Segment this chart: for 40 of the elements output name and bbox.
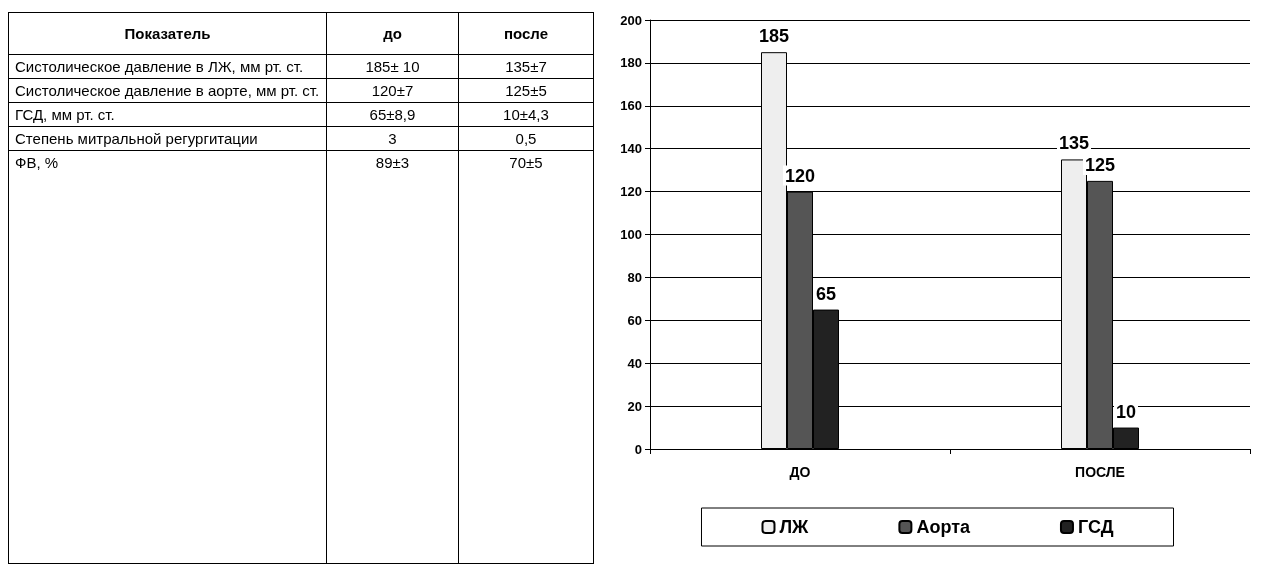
y-tick-label: 20	[627, 398, 642, 414]
data-label: 65	[815, 283, 837, 304]
data-label: 185	[758, 26, 790, 47]
text: после	[458, 12, 594, 55]
y-tick-label: 120	[620, 184, 642, 200]
x-tick-label: ПОСЛЕ	[1075, 464, 1125, 480]
y-tick-label: 200	[620, 12, 642, 28]
text: 120±7	[326, 78, 459, 103]
legend-label: ЛЖ	[779, 517, 810, 537]
text: Показатель	[8, 12, 327, 55]
text: 135±7	[458, 54, 594, 79]
y-tick-label: 160	[620, 98, 642, 114]
text: ГСД, мм рт. ст.	[8, 102, 327, 127]
y-tick-label: 140	[620, 141, 642, 157]
y-tick-label: 80	[627, 269, 642, 285]
text: 70±5	[458, 150, 594, 564]
data-label: 120	[784, 165, 816, 186]
y-tick-label: 0	[634, 441, 642, 457]
text: 185± 10	[326, 54, 459, 79]
text: 65±8,9	[326, 102, 459, 127]
text: Систолическое давление в аорте, мм рт. ст.	[8, 78, 327, 103]
y-tick-label: 180	[620, 55, 642, 71]
text: 0,5	[458, 126, 594, 151]
text: 3	[326, 126, 459, 151]
text: 89±3	[326, 150, 459, 564]
text: Степень митральной регургитации	[8, 126, 327, 151]
legend-label: ГСД	[1077, 517, 1114, 537]
text: Систолическое давление в ЛЖ, мм рт. ст.	[8, 54, 327, 79]
data-label: 125	[1084, 154, 1116, 175]
text: до	[326, 12, 459, 55]
text: 10±4,3	[458, 102, 594, 127]
text: 125±5	[458, 78, 594, 103]
y-tick-label: 40	[627, 355, 642, 371]
data-label: 10	[1115, 401, 1137, 422]
y-tick-label: 100	[620, 227, 642, 242]
data-label: 135	[1058, 133, 1090, 154]
x-tick-label: ДО	[789, 464, 811, 480]
legend-label: Аорта	[916, 517, 971, 537]
text: ФВ, %	[8, 150, 327, 564]
y-tick-label: 60	[627, 312, 642, 328]
